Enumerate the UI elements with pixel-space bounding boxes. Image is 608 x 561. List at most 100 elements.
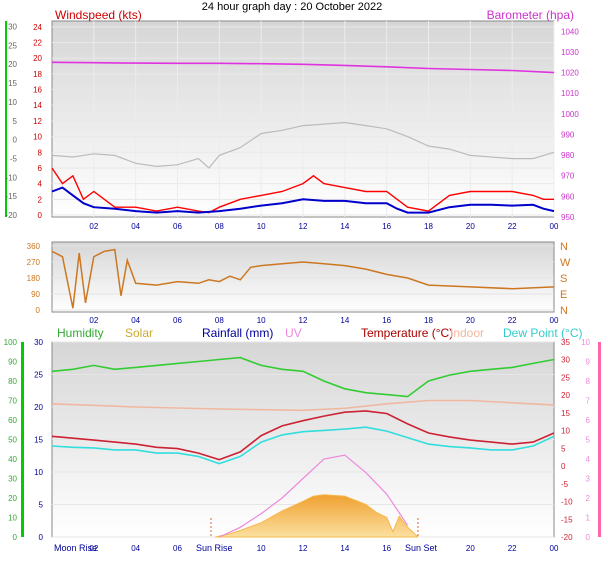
wind-x-tick: 14 bbox=[340, 222, 349, 231]
wind-left-tick: 6 bbox=[38, 164, 43, 173]
legend-uv: UV bbox=[285, 326, 302, 340]
direction-x-tick: 16 bbox=[382, 316, 391, 325]
direction-left-ticks: 360 270 180 90 0 bbox=[27, 242, 41, 315]
direction-x-tick: 12 bbox=[299, 316, 308, 325]
uv-tick: 9 bbox=[586, 358, 591, 367]
wind-x-tick: 22 bbox=[508, 222, 517, 231]
barometer-tick: 990 bbox=[561, 130, 575, 139]
temperature-x-tick: 06 bbox=[173, 544, 182, 553]
temperature-left-tick: 10 bbox=[34, 468, 43, 477]
humidity-tick: 50 bbox=[8, 436, 17, 445]
wind-outer-tick: 15 bbox=[8, 79, 17, 88]
wind-x-tick: 16 bbox=[382, 222, 391, 231]
direction-left-tick: 360 bbox=[27, 242, 41, 251]
barometer-ticks: 1040 1030 1020 1010 1000 990 980 970 960 950 bbox=[561, 27, 579, 222]
uv-tick: 3 bbox=[586, 475, 591, 484]
barometer-tick: 1010 bbox=[561, 89, 579, 98]
uv-line bbox=[219, 454, 409, 538]
wind-outer-tick: 0 bbox=[13, 136, 18, 145]
direction-series bbox=[51, 248, 555, 309]
temperature-left-tick: 30 bbox=[34, 338, 43, 347]
temperature-x-tick: 04 bbox=[131, 544, 140, 553]
barometer-title: Barometer (hpa) bbox=[487, 8, 574, 22]
wind-left-tick: 16 bbox=[33, 86, 42, 95]
humidity-tick: 30 bbox=[8, 475, 17, 484]
uv-axis-bar bbox=[598, 342, 601, 537]
uv-tick: 1 bbox=[586, 514, 591, 523]
legend-solar: Solar bbox=[125, 326, 153, 340]
barometer-tick: 950 bbox=[561, 213, 575, 222]
wind-x-tick: 20 bbox=[466, 222, 475, 231]
legend-temperature: Temperature (°C) bbox=[361, 326, 453, 340]
wind-left-tick: 4 bbox=[38, 180, 43, 189]
barometer-line bbox=[51, 61, 555, 74]
wind-left-tick: 14 bbox=[33, 101, 42, 110]
direction-left-tick: 0 bbox=[36, 306, 41, 315]
wind-outer-tick: -20 bbox=[5, 211, 17, 220]
solar-area bbox=[215, 494, 419, 538]
temperature-right-tick: -15 bbox=[561, 515, 573, 524]
wind-outer-tick: -10 bbox=[5, 173, 17, 182]
direction-x-tick: 08 bbox=[215, 316, 224, 325]
wind-x-tick: 04 bbox=[131, 222, 140, 231]
direction-left-tick: 180 bbox=[27, 274, 41, 283]
wind-outer-tick: 10 bbox=[8, 98, 17, 107]
direction-x-tick: 02 bbox=[89, 316, 98, 325]
wind-outer-tick: 20 bbox=[8, 60, 17, 69]
wind-left-tick: 8 bbox=[38, 148, 43, 157]
wind-x-tick: 00 bbox=[550, 222, 559, 231]
direction-x-ticks: 02 04 06 08 10 12 14 16 18 20 22 00 bbox=[89, 316, 559, 325]
wind-left-tick: 10 bbox=[33, 133, 42, 142]
barometer-tick: 1000 bbox=[561, 110, 579, 119]
wind-x-tick: 02 bbox=[89, 222, 98, 231]
wind-x-tick: 10 bbox=[257, 222, 266, 231]
compass-tick: N bbox=[560, 241, 568, 253]
gust-trace-line bbox=[51, 121, 555, 169]
direction-left-tick: 270 bbox=[27, 258, 41, 267]
compass-tick: E bbox=[560, 289, 567, 301]
temperature-legend: Humidity Solar Rainfall (mm) UV Temperat… bbox=[57, 326, 582, 340]
sun-set-label: Sun Set bbox=[405, 543, 438, 553]
temperature-x-tick: 14 bbox=[340, 544, 349, 553]
temperature-right-tick: -20 bbox=[561, 533, 573, 542]
compass-tick: S bbox=[560, 273, 567, 285]
legend-indoor: Indoor bbox=[450, 326, 484, 340]
sun-rise-label: Sun Rise bbox=[196, 543, 233, 553]
direction-plot-area bbox=[51, 241, 555, 313]
temperature-series bbox=[51, 356, 555, 538]
wind-outer-ticks: 30 25 20 15 10 5 0 -5 -10 -15 -20 bbox=[5, 23, 17, 220]
temperature-x-tick: 16 bbox=[382, 544, 391, 553]
barometer-tick: 960 bbox=[561, 192, 575, 201]
temperature-right-tick: 5 bbox=[561, 444, 566, 453]
legend-humidity: Humidity bbox=[57, 326, 104, 340]
direction-x-tick: 04 bbox=[131, 316, 140, 325]
uv-tick: 8 bbox=[586, 377, 591, 386]
temperature-left-tick: 25 bbox=[34, 371, 43, 380]
dewpoint-line bbox=[51, 426, 555, 465]
windspeed-title: Windspeed (kts) bbox=[55, 8, 142, 22]
barometer-tick: 1040 bbox=[561, 27, 579, 36]
temperature-right-tick: 15 bbox=[561, 409, 570, 418]
temperature-left-tick: 15 bbox=[34, 436, 43, 445]
temperature-left-tick: 20 bbox=[34, 403, 43, 412]
wind-left-tick: 22 bbox=[33, 39, 42, 48]
direction-x-tick: 14 bbox=[340, 316, 349, 325]
temperature-x-tick: 22 bbox=[508, 544, 517, 553]
compass-tick: W bbox=[560, 257, 571, 269]
direction-x-tick: 18 bbox=[424, 316, 433, 325]
humidity-tick: 10 bbox=[8, 514, 17, 523]
wind-left-tick: 18 bbox=[33, 70, 42, 79]
temperature-x-tick: 12 bbox=[299, 544, 308, 553]
direction-x-tick: 00 bbox=[550, 316, 559, 325]
barometer-tick: 980 bbox=[561, 151, 575, 160]
wind-outer-tick: 25 bbox=[8, 41, 17, 50]
direction-line bbox=[51, 248, 555, 309]
wind-left-tick: 24 bbox=[33, 23, 42, 32]
windspeed-line bbox=[51, 167, 554, 214]
wind-left-tick: 12 bbox=[33, 117, 42, 126]
temperature-left-tick: 5 bbox=[39, 501, 44, 510]
humidity-tick: 70 bbox=[8, 397, 17, 406]
humidity-axis-bar bbox=[21, 342, 24, 537]
temperature-line bbox=[51, 410, 555, 461]
